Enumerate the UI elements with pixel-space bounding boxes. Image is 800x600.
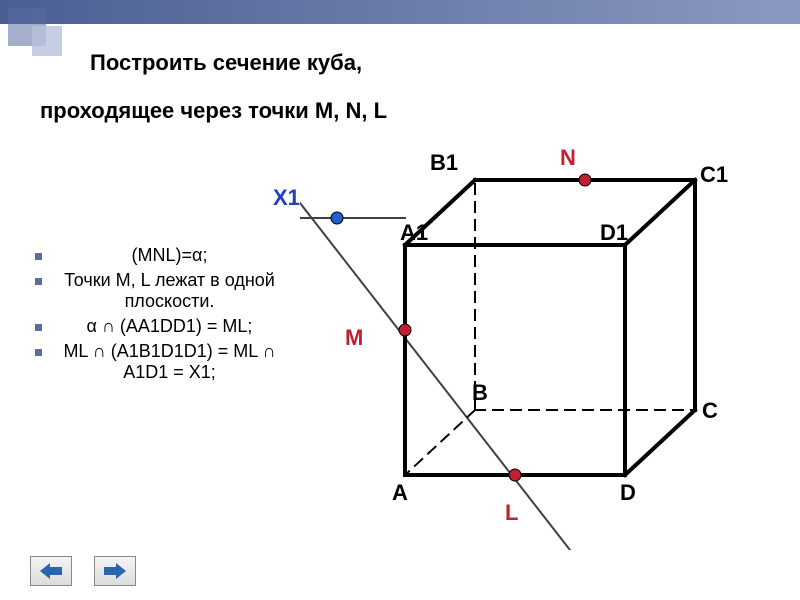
cube-diagram: A D C B A1 D1 C1 B1 M N L X1 [300,130,770,550]
construction-notes: (MNL)=α; Точки M, L лежат в одной плоско… [35,245,290,387]
decorative-square-2 [32,26,62,56]
arrow-right-icon [104,563,126,579]
point-label-L: L [505,500,518,526]
title-line-2: проходящее через точки M, N, L [40,98,760,124]
vertex-label-D: D [620,480,636,506]
note-item: Точки M, L лежат в одной плоскости. [35,270,290,312]
title-line-1: Построить сечение куба, [90,50,760,76]
nav-controls [30,556,136,586]
point-label-X1: X1 [273,185,300,211]
vertex-label-B: B [472,380,488,406]
note-item: α ∩ (AA1DD1) = ML; [35,316,290,337]
header-band [0,0,800,24]
point-label-N: N [560,145,576,171]
vertex-label-B1: B1 [430,150,458,176]
title-block: Построить сечение куба, проходящее через… [90,50,760,124]
cube-svg [300,130,770,550]
point-label-M: M [345,325,363,351]
note-item: (MNL)=α; [35,245,290,266]
prev-button[interactable] [30,556,72,586]
next-button[interactable] [94,556,136,586]
note-item: ML ∩ (A1B1D1D1) = ML ∩ A1D1 = X1; [35,341,290,383]
vertex-label-A1: A1 [400,220,428,246]
vertex-label-C: C [702,398,718,424]
vertex-label-A: A [392,480,408,506]
vertex-label-D1: D1 [600,220,628,246]
vertex-label-C1: C1 [700,162,728,188]
arrow-left-icon [40,563,62,579]
